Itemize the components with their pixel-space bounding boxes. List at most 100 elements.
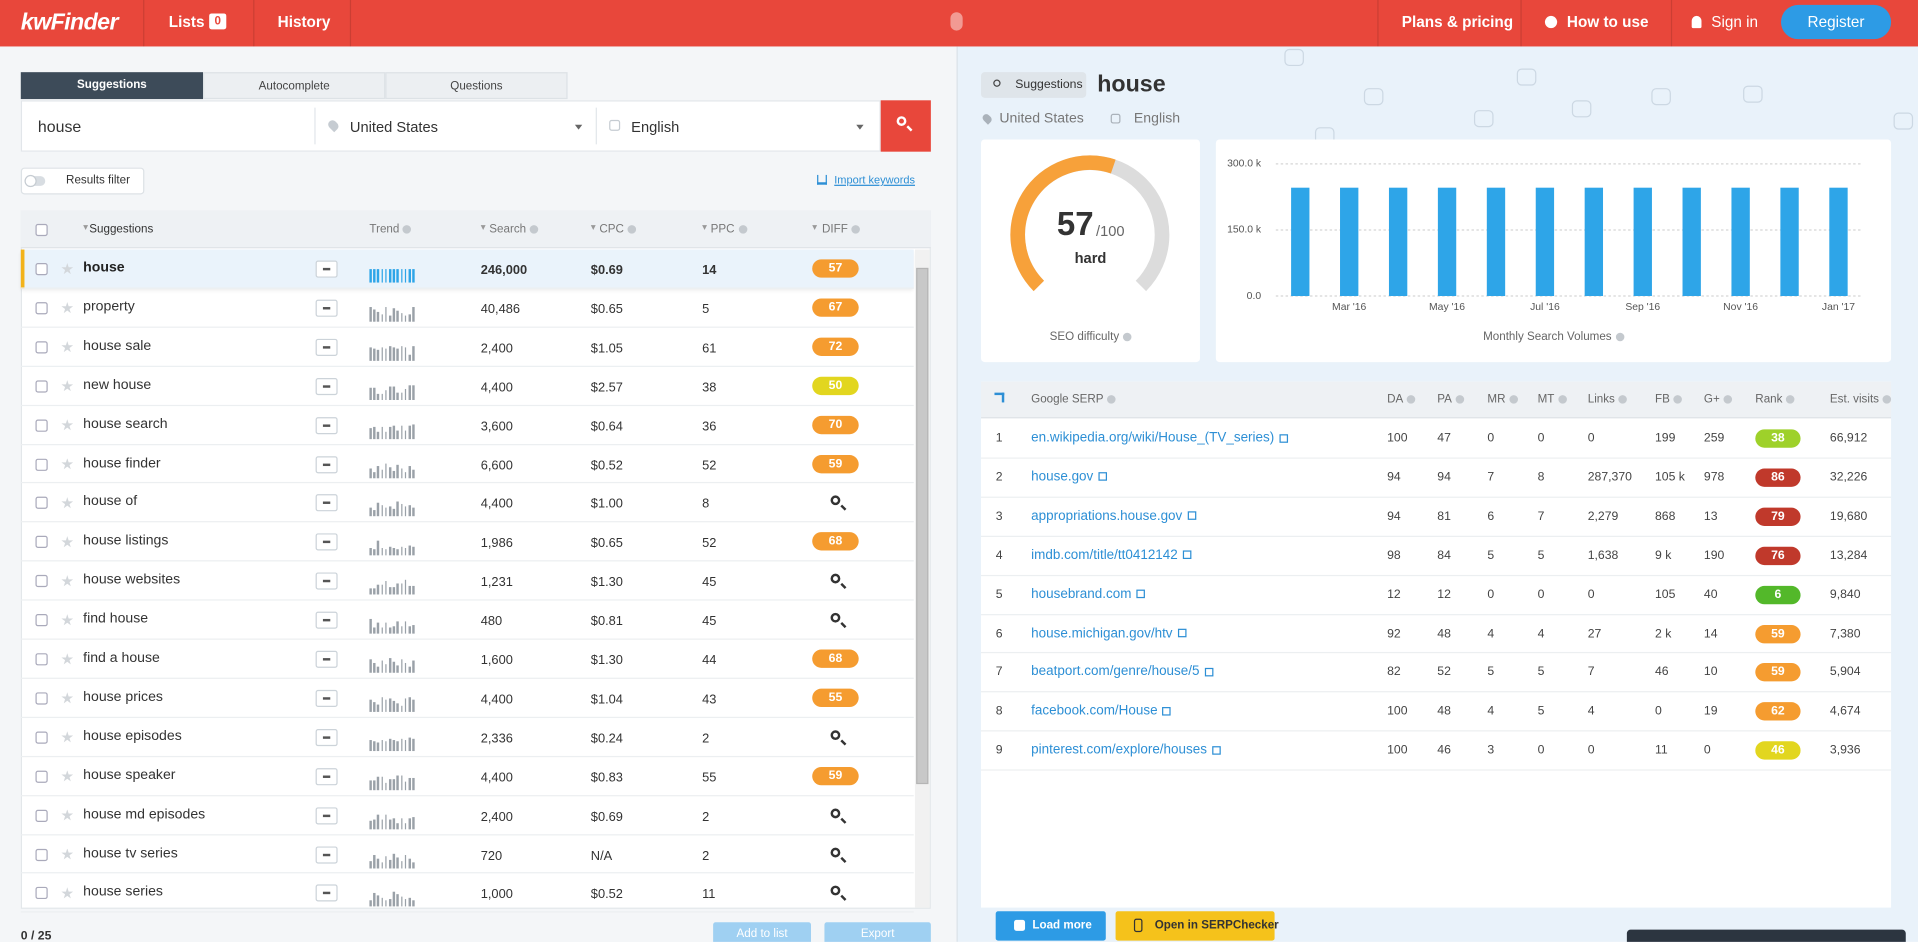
trend-bar xyxy=(408,777,411,790)
search-icon xyxy=(830,808,841,818)
star[interactable] xyxy=(61,614,74,626)
keyword[interactable]: house xyxy=(83,260,125,276)
keyword[interactable]: house websites xyxy=(83,572,181,588)
row-checkbox[interactable] xyxy=(35,653,48,666)
header-checkbox[interactable] xyxy=(35,223,48,237)
row-checkbox[interactable] xyxy=(35,262,48,276)
keyword[interactable]: find house xyxy=(83,611,149,627)
serp-url[interactable]: imdb.com/title/tt0412142 xyxy=(1031,548,1191,563)
keyword[interactable]: house prices xyxy=(83,689,163,705)
star[interactable] xyxy=(61,380,74,392)
serp-url[interactable]: beatport.com/genre/house/5 xyxy=(1031,665,1213,680)
keyword[interactable]: find a house xyxy=(83,650,160,666)
serp-url[interactable]: house.michigan.gov/htv xyxy=(1031,626,1186,641)
row-checkbox[interactable] xyxy=(35,809,48,822)
star[interactable] xyxy=(61,848,74,860)
column-header[interactable]: Suggestions xyxy=(89,222,154,237)
star[interactable] xyxy=(61,419,74,431)
search-tab[interactable]: Suggestions xyxy=(20,72,204,100)
column-header[interactable]: Search xyxy=(489,223,538,236)
nav-how-to[interactable]: How to use xyxy=(1566,13,1649,31)
row-checkbox[interactable] xyxy=(35,380,48,393)
row-checkbox[interactable] xyxy=(35,497,48,510)
row-checkbox[interactable] xyxy=(35,419,48,432)
nav-history[interactable]: History xyxy=(277,13,331,31)
export-button[interactable]: Export xyxy=(824,922,931,942)
column-header[interactable]: Trend xyxy=(369,223,411,236)
row-checkbox[interactable] xyxy=(35,458,48,471)
star[interactable] xyxy=(61,341,74,353)
row-checkbox[interactable] xyxy=(35,731,48,744)
keyword[interactable]: new house xyxy=(83,377,152,393)
nav-sign-in[interactable]: Sign in xyxy=(1711,13,1759,31)
keyword[interactable]: house episodes xyxy=(83,728,182,744)
row-checkbox[interactable] xyxy=(35,887,48,900)
row-checkbox[interactable] xyxy=(35,770,48,783)
row-checkbox[interactable] xyxy=(35,341,48,354)
serp-url[interactable]: pinterest.com/explore/houses xyxy=(1031,743,1220,758)
nav-plans[interactable]: Plans & pricing xyxy=(1401,13,1514,31)
serp-url[interactable]: facebook.com/House xyxy=(1031,704,1171,719)
keyword[interactable]: house speaker xyxy=(83,767,176,783)
search-tab[interactable]: Autocomplete xyxy=(203,72,386,100)
nav-lists[interactable]: Lists xyxy=(168,13,205,31)
load-more-button[interactable]: Load more xyxy=(995,911,1106,941)
keyword[interactable]: house finder xyxy=(83,455,161,471)
keyword[interactable]: house series xyxy=(83,884,163,900)
serp-url[interactable]: appropriations.house.gov xyxy=(1031,509,1196,524)
serp-metric: 9,840 xyxy=(1829,587,1861,602)
star[interactable] xyxy=(61,458,74,470)
star[interactable] xyxy=(61,770,74,782)
keyword[interactable]: house search xyxy=(83,416,168,432)
star[interactable] xyxy=(61,262,74,275)
add-to-list-button[interactable]: Add to list xyxy=(713,922,811,942)
scrollbar-thumb[interactable] xyxy=(916,267,929,785)
column-header[interactable]: CPC xyxy=(599,223,636,236)
row-checkbox[interactable] xyxy=(35,536,48,549)
register-button[interactable]: Register xyxy=(1780,4,1892,40)
keyword[interactable]: house md episodes xyxy=(83,806,206,822)
row-checkbox[interactable] xyxy=(35,614,48,627)
keyword[interactable]: house of xyxy=(83,494,138,510)
cpc: $0.52 xyxy=(590,887,623,902)
star[interactable] xyxy=(61,575,74,587)
cpc: $1.04 xyxy=(590,692,623,707)
keyword[interactable]: house sale xyxy=(83,338,152,354)
language-select[interactable]: English xyxy=(631,118,680,136)
star[interactable] xyxy=(61,887,74,899)
serp-url[interactable]: housebrand.com xyxy=(1031,587,1145,602)
keyword[interactable]: house tv series xyxy=(83,845,178,861)
star[interactable] xyxy=(61,692,74,704)
trend-bar xyxy=(377,704,380,712)
star[interactable] xyxy=(61,301,74,314)
expand-icon[interactable] xyxy=(994,392,1005,403)
row-checkbox[interactable] xyxy=(35,575,48,588)
star[interactable] xyxy=(61,497,74,509)
select-caret xyxy=(856,124,864,130)
import-keywords[interactable]: Import keywords xyxy=(834,173,915,186)
column-header[interactable]: PPC xyxy=(711,223,747,236)
keyword[interactable]: house listings xyxy=(83,533,169,549)
search-tab[interactable]: Questions xyxy=(385,72,568,100)
query-input[interactable]: house xyxy=(37,117,82,136)
star[interactable] xyxy=(61,731,74,743)
star[interactable] xyxy=(61,536,74,548)
row-checkbox[interactable] xyxy=(35,692,48,705)
trend-bar xyxy=(381,314,384,322)
keyword[interactable]: property xyxy=(83,299,135,315)
serp-url[interactable]: en.wikipedia.org/wiki/House_(TV_series) xyxy=(1031,431,1288,446)
star[interactable] xyxy=(61,653,74,665)
chat-popup[interactable] xyxy=(1626,929,1906,942)
serp-url[interactable]: house.gov xyxy=(1031,470,1107,485)
star[interactable] xyxy=(61,809,74,821)
column-header[interactable]: DIFF xyxy=(822,223,860,236)
row-checkbox[interactable] xyxy=(35,301,48,315)
trend-bar xyxy=(396,583,399,595)
results-filter[interactable] xyxy=(20,167,145,195)
location-select[interactable]: United States xyxy=(349,118,438,136)
row-checkbox[interactable] xyxy=(35,848,48,861)
search-button[interactable] xyxy=(880,100,931,152)
logo[interactable]: kwFinder xyxy=(20,9,119,36)
serp-metric: 259 xyxy=(1703,431,1725,446)
rank-badge: 86 xyxy=(1755,468,1801,487)
